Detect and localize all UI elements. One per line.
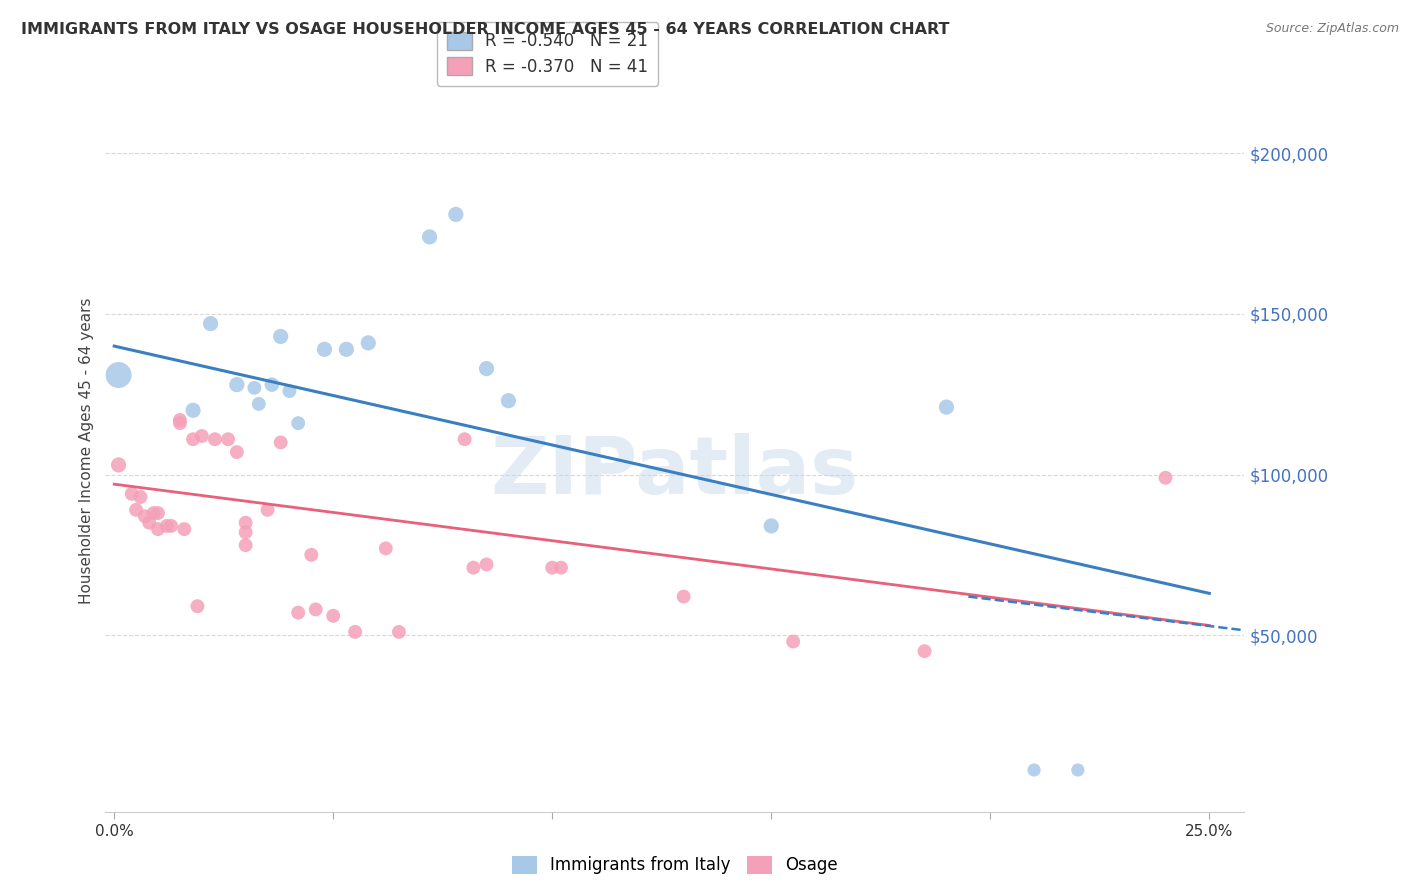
Point <box>672 590 695 604</box>
Point <box>419 230 441 244</box>
Point <box>260 377 283 392</box>
Text: ZIPatlas: ZIPatlas <box>491 434 859 511</box>
Point <box>156 519 179 533</box>
Point <box>225 445 247 459</box>
Point <box>761 519 783 533</box>
Point <box>146 522 169 536</box>
Point <box>278 384 301 398</box>
Point <box>475 558 498 572</box>
Point <box>374 541 396 556</box>
Point <box>200 317 222 331</box>
Y-axis label: Householder Income Ages 45 - 64 years: Householder Income Ages 45 - 64 years <box>79 297 94 604</box>
Point <box>191 429 214 443</box>
Point <box>1022 763 1045 777</box>
Point <box>169 416 191 430</box>
Point <box>314 343 336 357</box>
Point <box>138 516 160 530</box>
Point <box>225 377 247 392</box>
Point <box>121 487 143 501</box>
Point <box>107 458 129 472</box>
Point <box>217 432 239 446</box>
Point <box>914 644 936 658</box>
Point <box>287 416 309 430</box>
Point <box>453 432 475 446</box>
Point <box>388 624 411 639</box>
Point <box>1154 471 1177 485</box>
Point <box>142 506 165 520</box>
Point <box>235 516 257 530</box>
Point <box>463 560 485 574</box>
Point <box>475 361 498 376</box>
Point <box>243 381 266 395</box>
Point <box>160 519 183 533</box>
Point <box>550 560 572 574</box>
Point <box>270 435 292 450</box>
Point <box>169 413 191 427</box>
Text: Source: ZipAtlas.com: Source: ZipAtlas.com <box>1265 22 1399 36</box>
Point <box>541 560 564 574</box>
Point <box>204 432 226 446</box>
Point <box>107 368 129 382</box>
Point <box>344 624 367 639</box>
Point <box>322 608 344 623</box>
Point <box>186 599 208 614</box>
Point <box>235 538 257 552</box>
Point <box>256 503 278 517</box>
Point <box>1067 763 1090 777</box>
Point <box>498 393 520 408</box>
Point <box>181 432 204 446</box>
Point <box>299 548 322 562</box>
Point <box>782 634 804 648</box>
Text: IMMIGRANTS FROM ITALY VS OSAGE HOUSEHOLDER INCOME AGES 45 - 64 YEARS CORRELATION: IMMIGRANTS FROM ITALY VS OSAGE HOUSEHOLD… <box>21 22 949 37</box>
Point <box>287 606 309 620</box>
Point <box>129 490 152 504</box>
Point <box>270 329 292 343</box>
Legend: Immigrants from Italy, Osage: Immigrants from Italy, Osage <box>505 849 845 881</box>
Point <box>305 602 328 616</box>
Point <box>235 525 257 540</box>
Point <box>335 343 357 357</box>
Point <box>134 509 156 524</box>
Point <box>357 335 380 350</box>
Point <box>935 400 957 414</box>
Point <box>247 397 270 411</box>
Point <box>125 503 148 517</box>
Point <box>444 207 467 221</box>
Point <box>173 522 195 536</box>
Point <box>146 506 169 520</box>
Point <box>181 403 204 417</box>
